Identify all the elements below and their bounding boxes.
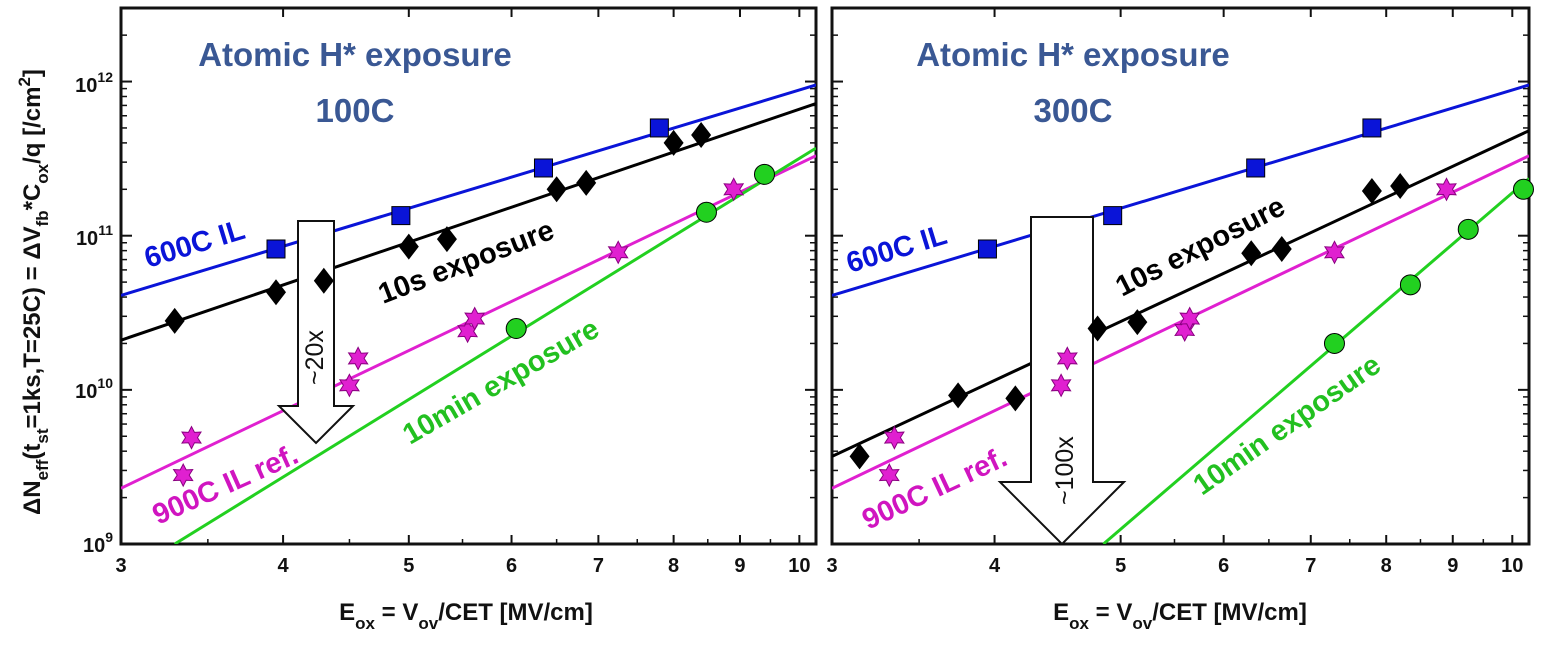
marker-square [977,239,997,259]
x-tick-label: 10 [788,555,810,577]
marker-diamond [546,176,567,203]
marker-star [883,425,905,450]
x-tick-label: 10 [1501,555,1523,577]
x-tick-label: 7 [1305,555,1316,577]
x-tick-label: 6 [1218,555,1229,577]
y-tick-label: 109 [83,529,113,557]
marker-circle [1399,274,1421,296]
marker-diamond [1361,177,1382,204]
panel-300c: 3 4 5 6 7 8 9 10 Atomic H* exposure 300C 600C I… [826,6,1534,633]
marker-star [1323,240,1345,265]
marker-star [347,346,369,371]
y-tick-label: 1010 [75,375,113,403]
fit-line-exp10min [1102,177,1529,544]
x-tick-label: 4 [989,555,1001,577]
fit-lines [832,83,1529,544]
marker-circle [1457,218,1479,240]
marker-diamond [1241,240,1262,267]
marker-star [1435,177,1457,202]
axis-ticks: 3 4 5 6 7 8 9 10 [115,7,816,577]
marker-star [1050,373,1072,398]
fit-line-ref600 [121,83,816,297]
marker-diamond [663,129,684,156]
plot-frame [119,6,818,546]
marker-diamond [1005,385,1026,412]
marker-diamond [1271,235,1292,262]
marker-diamond [313,267,334,294]
marker-square [649,118,669,138]
panel-title-line1: Atomic H* exposure [198,36,512,73]
down-arrow-shape [276,220,356,445]
x-tick-label: 7 [593,555,604,577]
y-tick-label: 1011 [76,222,113,250]
x-tick-label: 8 [1381,555,1392,577]
x-tick-label: 3 [826,555,837,577]
marker-star [607,240,629,265]
marker-diamond [576,169,597,196]
y-tick-label: 1012 [75,69,113,97]
y-tick-labels: 109 1010 1011 1012 [75,69,113,557]
marker-circle [753,163,775,185]
marker-diamond [691,122,712,149]
marker-circle [1512,178,1534,200]
x-tick-label: 9 [734,555,745,577]
x-tick-label: 9 [1447,555,1458,577]
arrow-label-20x: ~20x [301,330,329,385]
x-tick-label: 5 [1115,555,1126,577]
marker-diamond [265,279,286,306]
marker-diamond [1390,173,1411,200]
marker-star [878,463,900,488]
marker-star [1179,306,1201,331]
panel-title-line1: Atomic H* exposure [916,36,1230,73]
x-tick-label: 8 [668,555,679,577]
marker-star [464,306,486,331]
marker-star [1174,317,1196,342]
panel-title-line2: 100C [316,92,395,129]
marker-diamond [1127,309,1148,336]
x-tick-label: 3 [115,555,126,577]
marker-diamond [398,233,419,260]
panel-100c: 3 4 5 6 7 8 9 10 Atomic H* exposure 100C 600C I… [115,6,818,633]
marker-square [1362,118,1382,138]
marker-star [338,373,360,398]
x-axis-label: Eox = Vov/CET [MV/cm] [339,599,593,633]
fit-line-ref900 [832,154,1529,490]
marker-star [723,177,745,202]
fit-line-ref600 [832,83,1529,297]
arrow-label-100x: ~100x [1051,436,1079,505]
panel-title-line2: 300C [1034,92,1113,129]
marker-star [1056,346,1078,371]
marker-square [391,206,411,226]
data-markers [849,118,1534,488]
marker-star [181,425,202,450]
reduction-arrow [276,220,356,445]
marker-diamond [436,226,457,253]
marker-diamond [849,443,870,470]
plot-frame [830,6,1531,546]
x-tick-label: 4 [278,555,290,577]
marker-circle [505,318,527,340]
marker-diamond [948,382,969,409]
marker-square [266,239,286,259]
marker-square [533,158,553,178]
x-axis-label: Eox = Vov/CET [MV/cm] [1053,599,1307,633]
marker-diamond [1087,315,1108,342]
x-tick-label: 6 [506,555,517,577]
marker-circle [695,201,717,223]
marker-square [1246,158,1266,178]
marker-square [1103,206,1123,226]
y-axis-label: ΔNeff(tst=1ks,T=25C) = ΔVfb*Cox/q [/cm2] [15,69,52,515]
marker-circle [1323,332,1345,354]
marker-diamond [164,307,185,334]
data-markers [164,118,775,488]
x-tick-label: 5 [403,555,414,577]
marker-star [172,463,194,488]
fit-line-exp10s [832,129,1529,458]
